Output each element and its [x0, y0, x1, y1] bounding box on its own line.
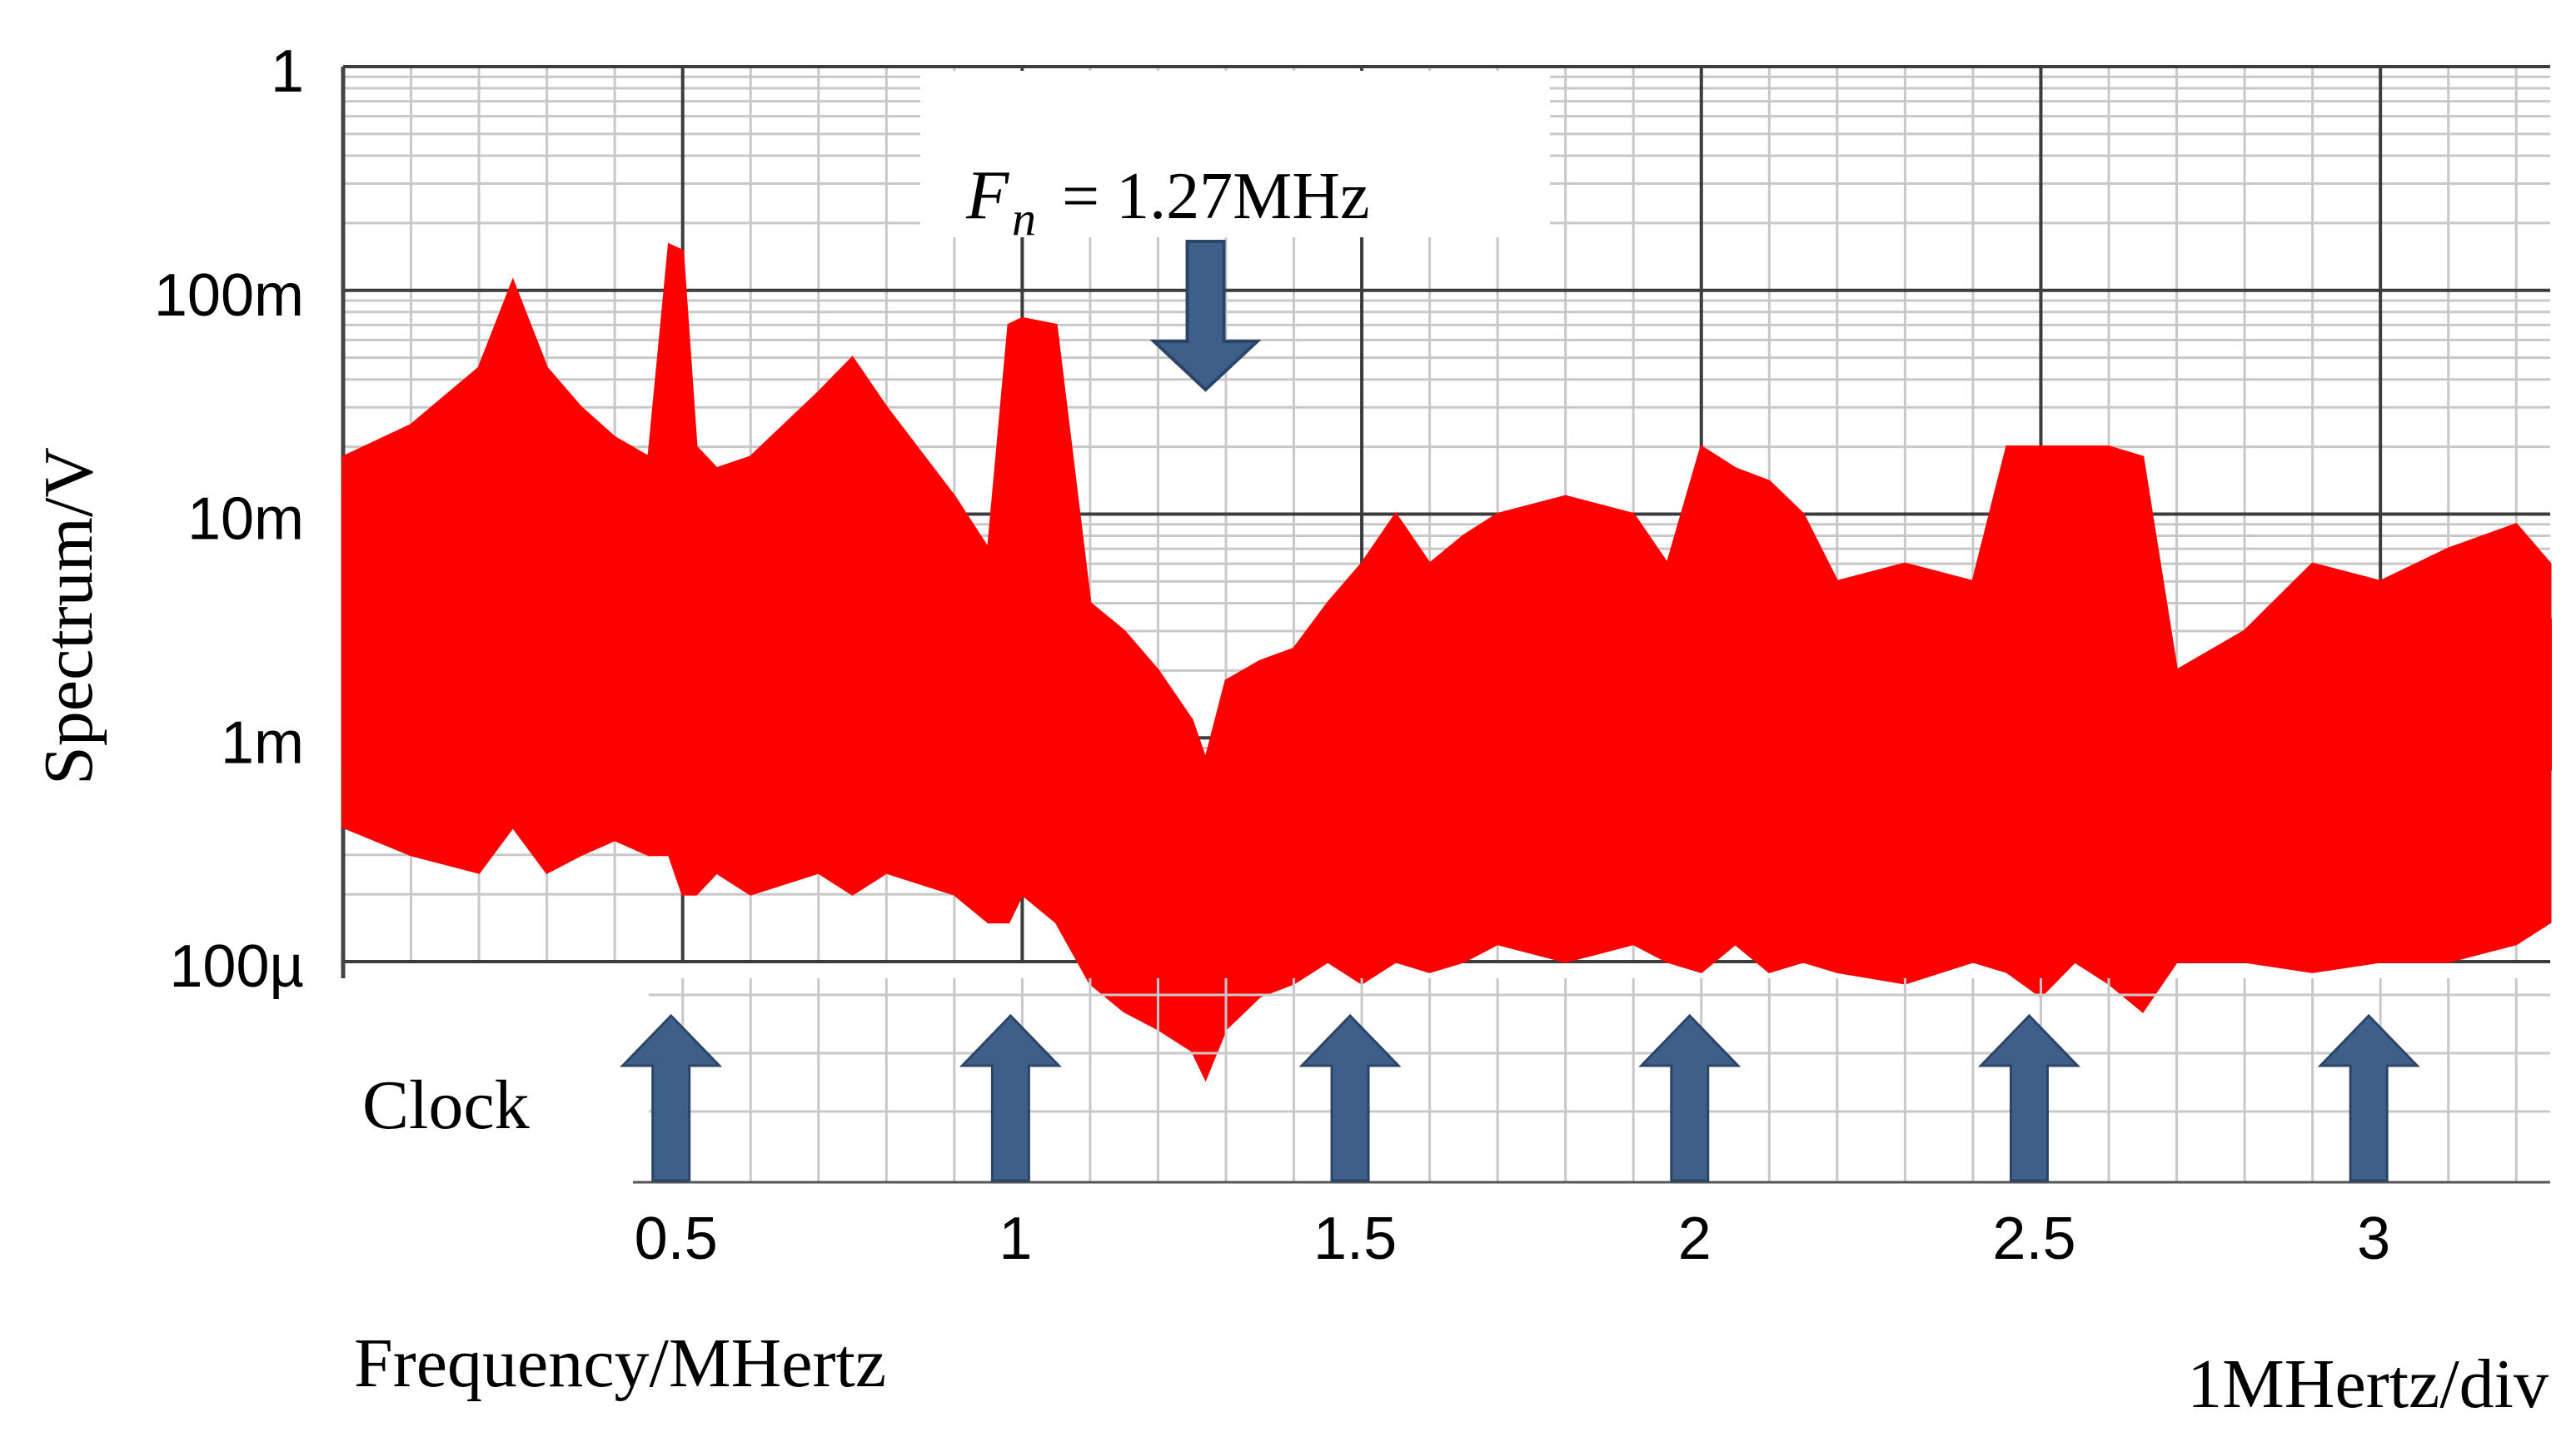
y-tick-label: 1m: [221, 709, 304, 776]
fn-annotation: F n = 1.27MHz: [920, 71, 1550, 392]
x-scale-note: 1MHertz/div: [2187, 1345, 2549, 1423]
up-arrow-icon: [1977, 1013, 2080, 1182]
x-tick-labels: 0.5 1 1.5 2 2.5 3: [635, 1206, 2391, 1272]
y-axis-label: Spectrum/V: [30, 447, 107, 785]
up-arrow-icon: [620, 1013, 723, 1182]
fn-value-label: = 1.27MHz: [1062, 160, 1370, 233]
x-tick-label: 1: [999, 1206, 1032, 1272]
clock-label: Clock: [362, 1067, 530, 1144]
up-arrow-icon: [2317, 1013, 2420, 1182]
x-axis-label: Frequency/MHertz: [354, 1325, 886, 1402]
clock-region-background: [310, 978, 585, 1182]
clock-markers: [620, 1013, 2420, 1182]
y-tick-label: 1: [271, 38, 304, 105]
x-tick-label: 2.5: [1992, 1206, 2075, 1272]
x-tick-label: 2: [1678, 1206, 1712, 1272]
up-arrow-icon: [1638, 1013, 1741, 1182]
y-tick-label: 10m: [187, 486, 304, 553]
fn-subscript: n: [1012, 191, 1036, 246]
fn-symbol: F: [965, 157, 1010, 234]
spectrum-trace: [341, 242, 2552, 1082]
up-arrow-icon: [959, 1013, 1062, 1182]
x-tick-label: 1.5: [1313, 1206, 1397, 1272]
y-tick-label: 100µ: [169, 933, 304, 1000]
annotation-box: [920, 71, 1550, 237]
y-tick-labels: 1 100m 10m 1m 100µ: [154, 38, 304, 1000]
x-tick-label: 3: [2357, 1206, 2390, 1272]
y-tick-label: 100m: [154, 262, 304, 329]
down-arrow-icon: [1149, 240, 1262, 392]
up-arrow-icon: [1298, 1013, 1402, 1182]
x-tick-label: 0.5: [635, 1206, 718, 1272]
